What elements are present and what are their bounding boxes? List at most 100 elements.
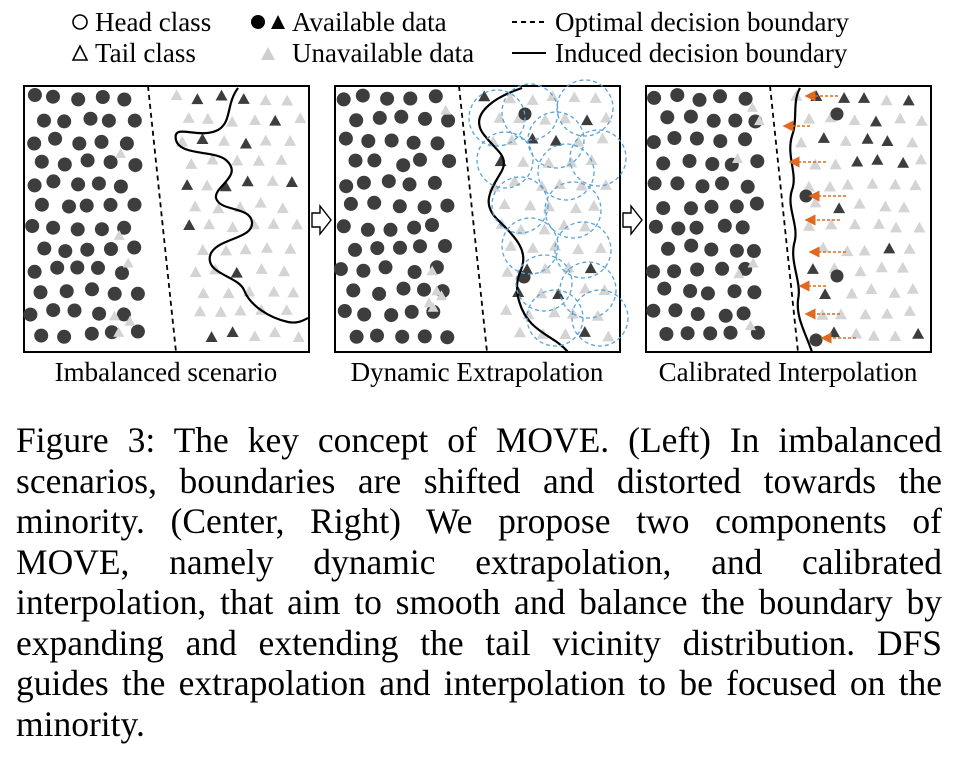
head-point bbox=[425, 218, 439, 232]
tail-unavailable-point bbox=[124, 315, 136, 326]
panel-extrapolation-frame bbox=[334, 85, 621, 353]
tail-unavailable-point bbox=[559, 112, 572, 124]
tail-unavailable-point bbox=[889, 330, 902, 342]
tail-unavailable-point bbox=[579, 220, 592, 232]
tail-available-point bbox=[881, 135, 894, 146]
tail-unavailable-point bbox=[517, 156, 530, 167]
head-point bbox=[381, 174, 396, 189]
head-point bbox=[809, 333, 823, 347]
tail-unavailable-point bbox=[267, 218, 280, 229]
head-point bbox=[71, 92, 86, 107]
optimal-boundary-center bbox=[458, 85, 488, 353]
head-point bbox=[646, 303, 661, 318]
head-point bbox=[103, 155, 118, 170]
tail-unavailable-point bbox=[859, 308, 872, 320]
head-point bbox=[695, 179, 710, 194]
tail-unavailable-point bbox=[194, 305, 207, 317]
legend: Head class Tail class Available data Una… bbox=[71, 7, 849, 68]
head-point bbox=[46, 174, 61, 189]
tail-available-point bbox=[183, 219, 196, 231]
tail-unavailable-point bbox=[259, 94, 272, 106]
tail-available-point bbox=[851, 155, 864, 167]
head-point bbox=[127, 113, 142, 128]
head-point bbox=[91, 260, 105, 275]
tail-unavailable-point bbox=[746, 102, 758, 112]
extrapolation-circle bbox=[544, 181, 602, 239]
tail-unavailable-point bbox=[281, 94, 294, 106]
tail-unavailable-point bbox=[524, 199, 537, 211]
hollow-circle-icon bbox=[72, 14, 88, 30]
tail-unavailable-point bbox=[602, 330, 615, 342]
tail-unavailable-point bbox=[915, 114, 928, 126]
head-point bbox=[58, 244, 73, 259]
panel-imbalanced-frame bbox=[23, 85, 310, 353]
extrapolation-circle bbox=[554, 221, 612, 279]
tail-unavailable-point bbox=[423, 297, 435, 308]
tail-unavailable-point bbox=[218, 134, 231, 146]
tail-available-point bbox=[205, 331, 218, 342]
legend-tail-class: Tail class bbox=[95, 38, 196, 68]
legend-available-data: Available data bbox=[292, 7, 447, 37]
tail-available-point bbox=[871, 153, 884, 165]
tail-unavailable-point bbox=[526, 94, 539, 105]
tail-unavailable-point bbox=[231, 154, 244, 166]
tail-unavailable-point bbox=[226, 221, 239, 233]
extrapolation-circle bbox=[527, 111, 585, 169]
head-point bbox=[670, 176, 685, 191]
head-point bbox=[689, 220, 704, 235]
tail-unavailable-point bbox=[113, 326, 125, 337]
extrapolation-circle bbox=[491, 176, 549, 234]
head-point bbox=[830, 107, 844, 121]
tail-unavailable-point bbox=[596, 132, 609, 144]
head-point bbox=[728, 113, 743, 128]
extrapolation-circle bbox=[476, 131, 534, 189]
tail-unavailable-point bbox=[260, 241, 273, 253]
tail-unavailable-point bbox=[276, 202, 289, 214]
boundaries bbox=[147, 85, 814, 353]
tail-unavailable-point bbox=[906, 136, 919, 148]
figure-caption: Figure 3: The key concept of MOVE. (Left… bbox=[16, 420, 942, 744]
head-point bbox=[647, 90, 662, 105]
tail-unavailable-point bbox=[569, 202, 582, 214]
induced-boundary-center bbox=[478, 86, 569, 353]
head-point bbox=[67, 303, 82, 318]
tail-unavailable-point bbox=[220, 244, 233, 256]
tail-unavailable-point bbox=[575, 179, 588, 191]
gray-triangle-icon bbox=[261, 47, 275, 60]
tail-available-point bbox=[838, 92, 851, 103]
head-point bbox=[57, 114, 72, 129]
tail-available-point bbox=[819, 288, 832, 300]
tail-unavailable-point bbox=[880, 94, 893, 106]
tail-unavailable-point bbox=[542, 200, 555, 212]
tail-unavailable-point bbox=[850, 327, 863, 339]
tail-unavailable-point bbox=[203, 218, 216, 230]
head-point bbox=[417, 200, 432, 215]
tail-unavailable-point bbox=[539, 113, 552, 125]
head-point bbox=[403, 91, 418, 106]
head-point bbox=[648, 219, 663, 234]
tail-unavailable-point bbox=[514, 223, 527, 235]
head-point bbox=[101, 113, 116, 128]
head-point bbox=[704, 199, 719, 214]
head-point bbox=[670, 88, 685, 103]
tail-unavailable-point bbox=[572, 243, 585, 255]
tail-available-point bbox=[861, 132, 874, 144]
tail-available-point bbox=[269, 114, 282, 126]
head-point bbox=[736, 306, 751, 321]
head-point bbox=[395, 329, 410, 344]
head-point bbox=[660, 110, 675, 125]
head-point bbox=[333, 262, 348, 277]
tail-available-point bbox=[230, 266, 243, 278]
head-point bbox=[749, 196, 764, 211]
head-point bbox=[361, 134, 376, 148]
head-point bbox=[83, 111, 98, 126]
head-point bbox=[113, 179, 128, 194]
legend-head-class: Head class bbox=[95, 7, 211, 37]
head-point bbox=[370, 241, 385, 256]
head-point bbox=[683, 109, 698, 124]
tail-unavailable-point bbox=[875, 261, 888, 273]
head-point bbox=[738, 261, 753, 276]
head-point bbox=[95, 90, 110, 104]
tail-unavailable-point bbox=[562, 261, 575, 273]
head-point bbox=[384, 308, 399, 323]
